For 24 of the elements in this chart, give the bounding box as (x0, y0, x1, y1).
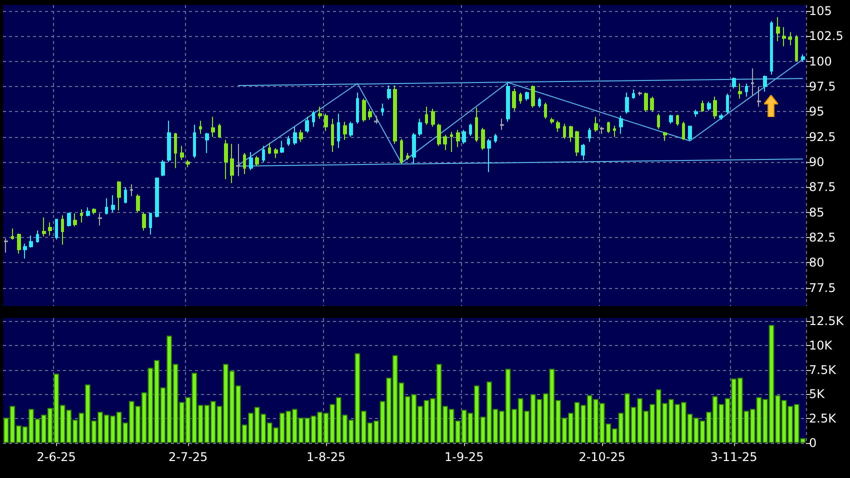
y-tick-label: 77.5 (809, 280, 836, 295)
y-tick-label: 102.5 (809, 29, 844, 44)
y-tick-label: 105 (809, 4, 832, 18)
y-tick-label: 12.5K (809, 314, 845, 328)
x-tick-label: 3-11-25 (710, 450, 758, 464)
y-tick-label: 100 (809, 54, 832, 68)
y-tick-label: 90 (809, 155, 824, 170)
x-tick-label: 1-8-25 (306, 450, 346, 464)
x-tick-label: 2-6-25 (36, 450, 76, 464)
y-tick-label: 10K (809, 338, 834, 352)
y-tick-label: 97.5 (809, 80, 836, 94)
x-tick-label: 2-10-25 (578, 450, 626, 464)
y-tick-label: 0 (809, 436, 817, 450)
y-tick-label: 87.5 (809, 180, 836, 194)
y-tick-label: 7.5K (809, 362, 838, 377)
y-tick-label: 5K (809, 387, 826, 402)
y-tick-label: 2.5K (809, 412, 838, 426)
y-tick-label: 80 (809, 256, 824, 270)
y-tick-label: 82.5 (809, 230, 836, 245)
y-tick-label: 92.5 (809, 130, 836, 144)
y-tick-label: 95 (809, 104, 824, 119)
y-tick-label: 85 (809, 205, 824, 220)
x-tick-label: 2-7-25 (168, 450, 208, 464)
x-tick-label: 1-9-25 (444, 450, 484, 464)
